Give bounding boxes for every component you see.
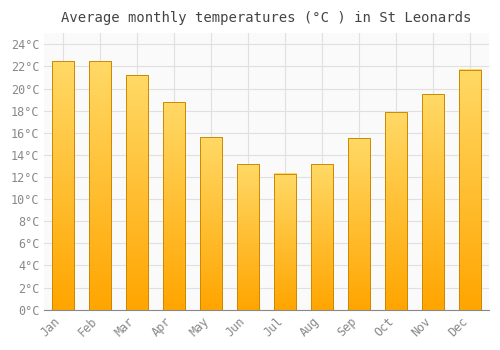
Bar <box>126 75 148 310</box>
Bar <box>237 164 260 310</box>
Bar <box>163 102 185 310</box>
Bar <box>385 112 407 310</box>
Title: Average monthly temperatures (°C ) in St Leonards: Average monthly temperatures (°C ) in St… <box>62 11 472 25</box>
Bar <box>200 137 222 310</box>
Bar <box>311 164 334 310</box>
Bar <box>348 138 370 310</box>
Bar <box>89 61 111 310</box>
Bar <box>274 174 296 310</box>
Bar <box>52 61 74 310</box>
Bar <box>460 70 481 310</box>
Bar <box>422 94 444 310</box>
